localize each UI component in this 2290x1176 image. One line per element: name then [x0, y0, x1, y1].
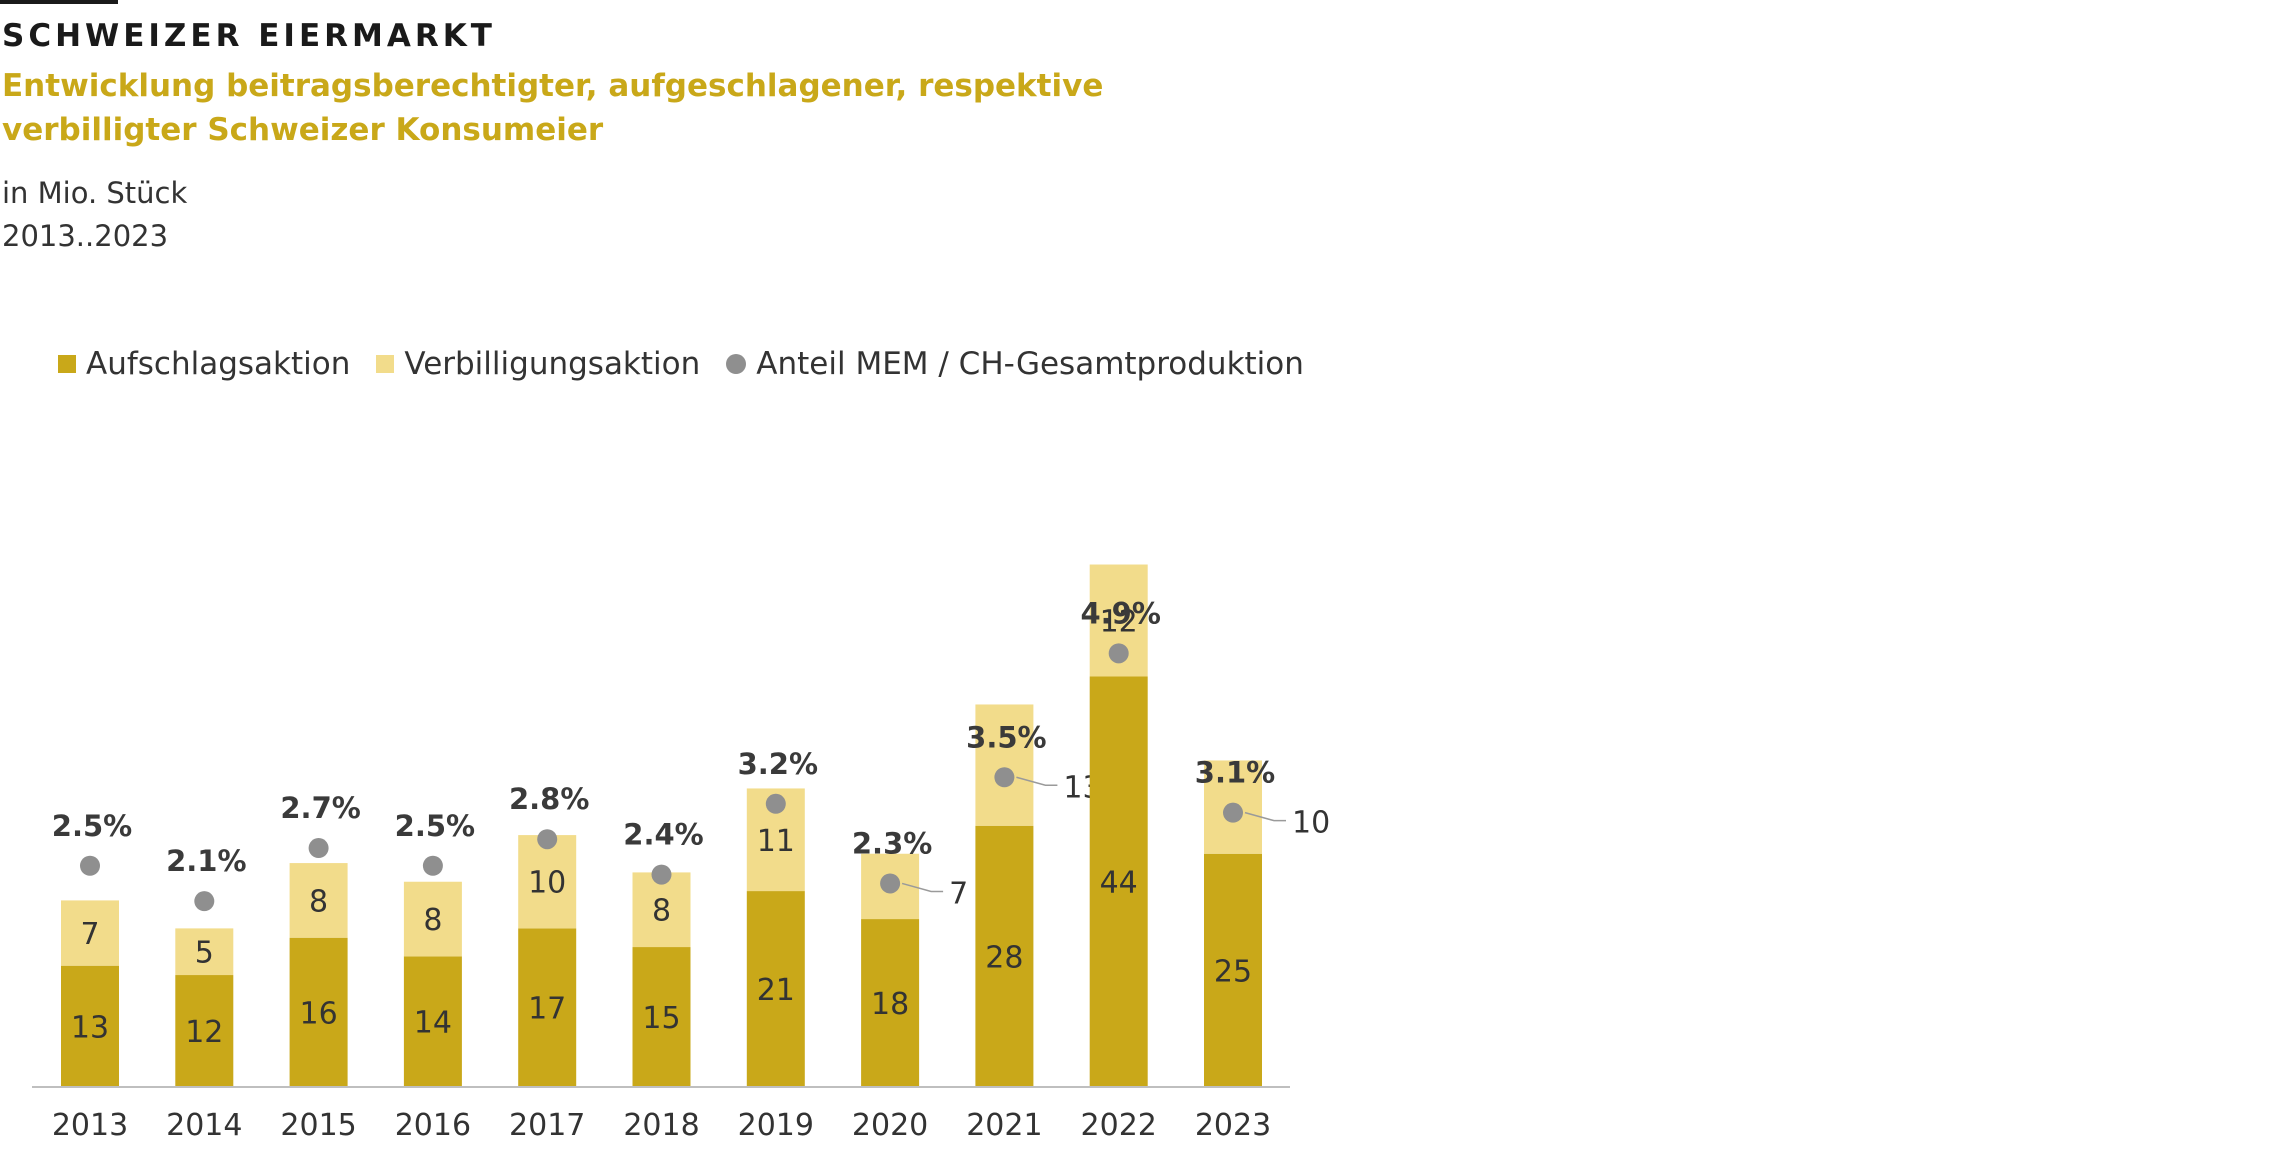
legend-label-anteil: Anteil MEM / CH-Gesamtproduktion [756, 346, 1304, 382]
anteil-marker-2017 [537, 829, 558, 850]
legend-item-anteil: Anteil MEM / CH-Gesamtproduktion [726, 346, 1304, 382]
top-accent-bar [0, 0, 118, 4]
legend-swatch-verbilligung [376, 355, 395, 373]
value-label-verbilligung-2023: 10 [1292, 806, 1330, 841]
anteil-marker-2013 [80, 855, 100, 876]
x-tick-label-2022: 2022 [1081, 1108, 1157, 1143]
bar-aufschlag-2014 [175, 975, 234, 1087]
bar-verbilligung-2014 [175, 928, 234, 976]
leader-line-2020 [901, 882, 944, 893]
anteil-label-2020: 2.3% [852, 826, 932, 860]
anteil-marker-2016 [422, 855, 443, 876]
bar-aufschlag-2013 [61, 965, 119, 1087]
anteil-label-2013: 2.5% [52, 809, 132, 843]
value-label-verbilligung-2014: 5 [195, 936, 214, 971]
legend-item-verbilligung: Verbilligungsaktion [376, 346, 700, 382]
value-label-verbilligung-2013: 7 [80, 917, 99, 952]
bar-aufschlag-2017 [518, 928, 577, 1087]
value-label-aufschlag-2015: 16 [300, 996, 338, 1031]
x-tick-label-2015: 2015 [280, 1108, 356, 1143]
value-label-aufschlag-2014: 12 [185, 1015, 223, 1050]
anteil-marker-2015 [308, 838, 329, 859]
legend-swatch-aufschlag [58, 355, 76, 373]
legend-item-aufschlag: Aufschlagsaktion [58, 346, 350, 382]
value-label-verbilligung-2016: 8 [423, 903, 442, 938]
bar-verbilligung-2013 [61, 900, 119, 966]
anteil-label-2015: 2.7% [280, 791, 360, 825]
x-tick-label-2017: 2017 [509, 1108, 585, 1143]
bar-aufschlag-2023 [1204, 853, 1262, 1087]
x-tick-label-2019: 2019 [738, 1108, 814, 1143]
leader-line-2023 [1244, 811, 1286, 822]
anteil-label-2018: 2.4% [623, 818, 703, 852]
value-label-verbilligung-2018: 8 [652, 894, 671, 929]
value-label-aufschlag-2019: 21 [757, 973, 795, 1008]
x-tick-label-2018: 2018 [623, 1108, 699, 1143]
value-label-aufschlag-2023: 25 [1214, 954, 1252, 989]
legend-marker-anteil [726, 354, 747, 374]
bar-aufschlag-2021 [975, 825, 1034, 1087]
anteil-marker-2020 [880, 873, 901, 894]
x-tick-label-2016: 2016 [395, 1108, 471, 1143]
bar-aufschlag-2015 [289, 937, 348, 1087]
value-label-verbilligung-2022: 12 [1100, 605, 1138, 640]
bar-verbilligung-2016 [403, 881, 462, 957]
value-label-aufschlag-2021: 28 [985, 940, 1023, 975]
bar-aufschlag-2019 [746, 891, 805, 1087]
anteil-label-2016: 2.5% [395, 809, 475, 843]
value-label-verbilligung-2020: 7 [949, 876, 968, 911]
x-tick-label-2021: 2021 [966, 1108, 1042, 1143]
value-label-aufschlag-2022: 44 [1100, 866, 1138, 901]
anteil-label-2023: 3.1% [1195, 756, 1275, 790]
anteil-label-2014: 2.1% [166, 844, 246, 878]
bar-verbilligung-2018 [632, 872, 691, 948]
anteil-marker-2018 [651, 864, 672, 885]
bar-aufschlag-2018 [632, 947, 691, 1087]
anteil-marker-2019 [765, 793, 786, 814]
legend-label-aufschlag: Aufschlagsaktion [86, 346, 351, 382]
value-label-verbilligung-2017: 10 [528, 866, 566, 901]
x-tick-label-2014: 2014 [166, 1108, 242, 1143]
value-label-aufschlag-2013: 13 [71, 1010, 109, 1045]
x-tick-label-2023: 2023 [1195, 1108, 1271, 1143]
value-label-aufschlag-2016: 14 [414, 1006, 452, 1041]
anteil-marker-2014 [194, 891, 215, 912]
value-label-aufschlag-2017: 17 [528, 992, 566, 1027]
bar-verbilligung-2017 [518, 835, 577, 929]
x-tick-label-2013: 2013 [52, 1108, 128, 1143]
value-label-aufschlag-2018: 15 [642, 1001, 680, 1036]
anteil-marker-2023 [1223, 802, 1243, 823]
anteil-label-2019: 3.2% [738, 747, 818, 781]
anteil-marker-2021 [994, 767, 1015, 788]
legend-label-verbilligung: Verbilligungsaktion [404, 346, 701, 382]
range-note: 2013..2023 [2, 219, 169, 253]
bar-aufschlag-2016 [403, 956, 462, 1087]
legend: Aufschlagsaktion Verbilligungsaktion Ant… [58, 346, 1330, 382]
value-label-verbilligung-2019: 11 [757, 824, 795, 859]
bar-verbilligung-2015 [289, 863, 348, 938]
unit-note: in Mio. Stück [2, 176, 188, 210]
anteil-label-2017: 2.8% [509, 782, 589, 816]
value-label-verbilligung-2015: 8 [309, 884, 328, 919]
bar-aufschlag-2022 [1089, 676, 1148, 1087]
bar-verbilligung-2021 [975, 704, 1034, 826]
value-label-aufschlag-2020: 18 [871, 987, 909, 1022]
chart-kicker: SCHWEIZER EIERMARKT [2, 18, 496, 54]
leader-line-2021 [1016, 776, 1058, 786]
anteil-label-2022: 4.9% [1080, 596, 1160, 630]
anteil-label-2021: 3.5% [966, 720, 1046, 754]
bar-aufschlag-2020 [861, 919, 920, 1087]
x-tick-label-2020: 2020 [852, 1108, 928, 1143]
chart-title: Entwicklung beitragsberechtigter, aufges… [2, 68, 1104, 148]
anteil-marker-2022 [1108, 643, 1129, 664]
